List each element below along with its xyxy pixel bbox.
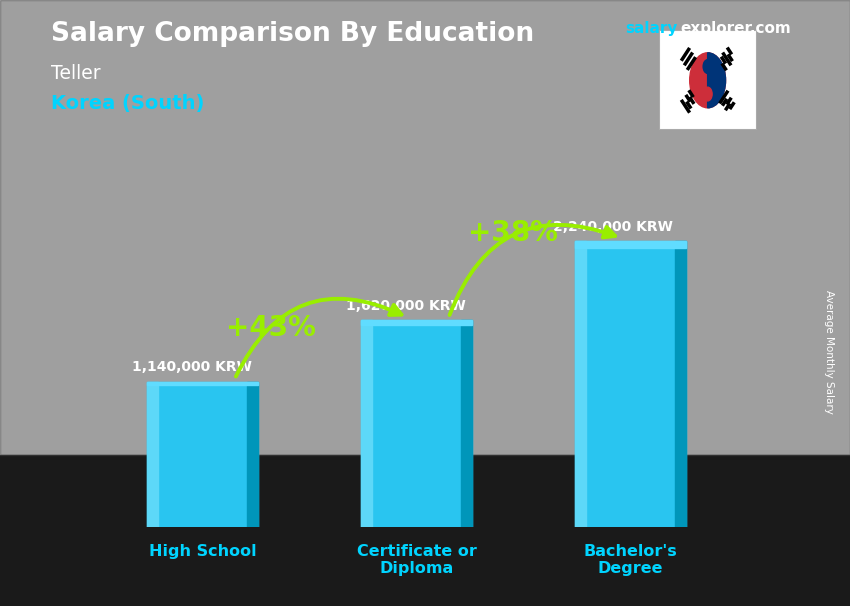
Bar	[575, 241, 586, 527]
Text: salary: salary	[625, 21, 677, 36]
Bar	[147, 382, 258, 385]
Circle shape	[703, 59, 712, 73]
Bar	[361, 320, 472, 527]
Bar	[0, 0, 850, 454]
Wedge shape	[707, 53, 726, 108]
Text: Teller: Teller	[51, 64, 100, 82]
Circle shape	[703, 87, 712, 101]
Bar	[0, 454, 850, 606]
Bar	[147, 382, 158, 527]
Bar	[461, 320, 472, 527]
Bar	[361, 320, 472, 325]
Circle shape	[689, 53, 726, 108]
Bar	[361, 320, 372, 527]
Text: explorer.com: explorer.com	[681, 21, 791, 36]
Bar	[247, 382, 258, 527]
Text: Average Monthly Salary: Average Monthly Salary	[824, 290, 834, 413]
Text: 1,140,000 KRW: 1,140,000 KRW	[132, 361, 252, 375]
Text: +38%: +38%	[468, 219, 558, 247]
Text: 1,620,000 KRW: 1,620,000 KRW	[346, 299, 466, 313]
Bar	[147, 382, 258, 527]
Bar	[575, 241, 686, 248]
Bar	[575, 241, 686, 527]
Bar	[675, 241, 686, 527]
Text: Korea (South): Korea (South)	[51, 94, 204, 113]
Text: 2,240,000 KRW: 2,240,000 KRW	[553, 220, 673, 234]
Text: +43%: +43%	[226, 314, 316, 342]
Text: Salary Comparison By Education: Salary Comparison By Education	[51, 21, 534, 47]
